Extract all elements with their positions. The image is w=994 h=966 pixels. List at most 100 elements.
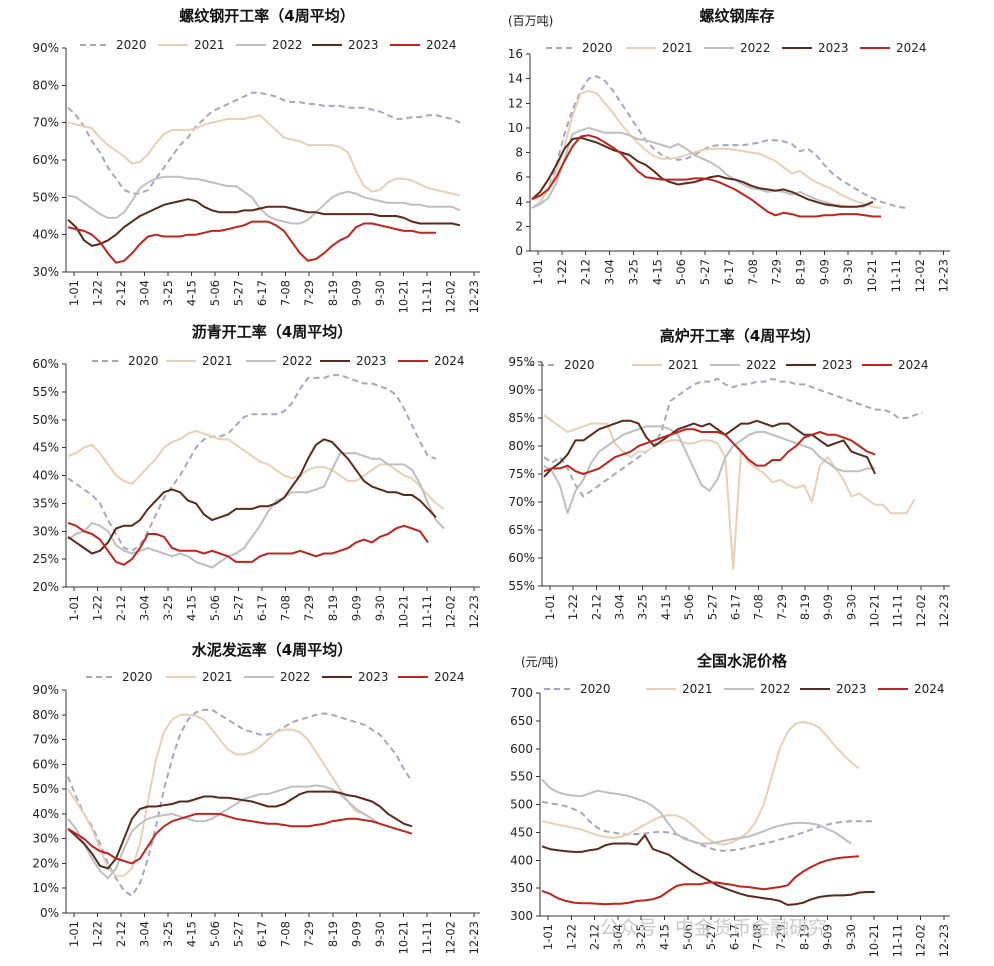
y-tick-label: 70% — [508, 495, 535, 509]
series-line-2020 — [67, 708, 413, 897]
x-tick-label: 1-01 — [543, 594, 557, 620]
legend-label-2022: 2022 — [760, 682, 791, 696]
y-tick-label: 50% — [32, 190, 59, 204]
y-tick-label: 70% — [32, 116, 59, 130]
rebar-utilization-chart: 螺纹钢开工率（4周平均） 2020 2021 2022 2023 2024 30% 40%… — [32, 7, 481, 313]
x-tick-label: 10-21 — [396, 921, 410, 954]
x-tick-label: 7-29 — [302, 280, 316, 306]
x-tick-label: 5-06 — [208, 280, 222, 306]
series-line-2021 — [541, 721, 860, 846]
x-tick-label: 4-15 — [185, 921, 199, 947]
series-line-2024 — [67, 812, 413, 865]
y-tick-label: 30% — [32, 832, 59, 846]
x-tick-label: 1-01 — [67, 280, 81, 306]
x-tick-label: 9-09 — [821, 924, 835, 950]
series-line-2023 — [543, 419, 877, 478]
legend-label-2023: 2023 — [348, 38, 379, 52]
x-tick-label: 6-17 — [722, 259, 736, 285]
cement-shipment-chart: 水泥发运率（4周平均） 2020 2021 2022 2023 2024 0% 10% 20… — [32, 641, 481, 954]
series-line-2021 — [67, 429, 445, 510]
y-tick-label: 20% — [32, 856, 59, 870]
x-tick-label: 3-04 — [613, 594, 627, 620]
y-tick-label: 400 — [510, 853, 533, 867]
legend-label-2020: 2020 — [582, 41, 613, 55]
series-line-2020 — [541, 800, 875, 852]
x-tick-label: 3-25 — [634, 924, 648, 950]
y-tick-label: 20% — [32, 580, 59, 594]
y-tick-label: 25% — [32, 552, 59, 566]
legend-label-2020: 2020 — [580, 682, 611, 696]
series-line-2023 — [541, 834, 875, 906]
x-tick-label: 8-19 — [326, 595, 340, 621]
x-tick-label: 4-15 — [185, 595, 199, 621]
chart-legend: 2020 2021 2022 2023 2024 — [546, 41, 927, 55]
series-line-2022 — [531, 126, 865, 209]
x-tick-label: 6-17 — [255, 280, 269, 306]
asphalt-utilization-chart: 沥青开工率（4周平均） 2020 2021 2022 2023 2024 20% 25% 3… — [32, 323, 481, 628]
series-line-2024 — [543, 428, 876, 475]
y-tick-label: 60% — [32, 757, 59, 771]
legend-label-2022: 2022 — [280, 670, 311, 684]
y-tick-label: 60% — [32, 357, 59, 371]
legend-label-2023: 2023 — [356, 354, 387, 368]
x-tick-label: 9-09 — [349, 921, 363, 947]
x-tick-label: 10-21 — [867, 924, 881, 957]
y-tick-label: 16 — [508, 47, 523, 61]
y-tick-label: 2 — [515, 219, 523, 233]
y-tick-label: 40% — [32, 469, 59, 483]
series-line-2023 — [531, 136, 874, 208]
x-tick-label: 3-25 — [636, 594, 650, 620]
legend-label-2023: 2023 — [836, 682, 867, 696]
x-tick-label: 9-09 — [349, 280, 363, 306]
x-tick-label: 10-21 — [868, 594, 882, 627]
series-line-2020 — [67, 91, 461, 195]
x-tick-label: 5-27 — [232, 280, 246, 306]
x-tick-label: 5-06 — [208, 595, 222, 621]
chart-legend: 2020 2021 2022 2023 2024 — [544, 682, 945, 696]
x-tick-label: 12-23 — [937, 594, 951, 627]
x-tick-label: 2-12 — [589, 594, 603, 620]
legend-label-2021: 2021 — [682, 682, 713, 696]
legend-label-2024: 2024 — [914, 682, 945, 696]
x-tick-label: 2-12 — [579, 259, 593, 285]
y-tick-label: 600 — [510, 742, 533, 756]
x-tick-label: 9-09 — [821, 594, 835, 620]
chart-title: 全国水泥价格 — [696, 652, 788, 670]
x-tick-label: 9-30 — [373, 595, 387, 621]
unit-label: (元/吨) — [521, 655, 558, 669]
legend-label-2024: 2024 — [434, 670, 465, 684]
y-tick-label: 60% — [508, 551, 535, 565]
x-tick-label: 9-30 — [373, 921, 387, 947]
x-tick-label: 4-15 — [657, 924, 671, 950]
series-line-2020 — [543, 377, 923, 498]
y-tick-label: 10% — [32, 881, 59, 895]
y-tick-label: 650 — [510, 714, 533, 728]
x-tick-label: 1-22 — [555, 259, 569, 285]
y-tick-label: 6 — [515, 170, 523, 184]
x-tick-label: 9-30 — [844, 594, 858, 620]
x-tick-label: 7-29 — [774, 924, 788, 950]
x-tick-label: 12-23 — [937, 259, 951, 292]
series-line-2021 — [543, 414, 916, 571]
x-tick-label: 8-19 — [794, 259, 808, 285]
series-line-2022 — [67, 452, 445, 569]
y-tick-label: 95% — [508, 355, 535, 369]
x-tick-label: 3-04 — [138, 595, 152, 621]
legend-label-2020: 2020 — [116, 38, 147, 52]
legend-label-2022: 2022 — [746, 358, 777, 372]
x-tick-label: 3-25 — [161, 595, 175, 621]
x-tick-label: 4-15 — [650, 259, 664, 285]
x-tick-label: 12-02 — [443, 280, 457, 313]
x-tick-label: 2-12 — [588, 924, 602, 950]
x-tick-label: 8-19 — [326, 921, 340, 947]
cement-price-chart: 全国水泥价格 (元/吨) 2020 2021 2022 2023 2024 300 350… — [510, 652, 951, 957]
y-tick-label: 90% — [32, 683, 59, 697]
x-tick-label: 12-02 — [443, 921, 457, 954]
x-tick-label: 6-17 — [728, 594, 742, 620]
y-tick-label: 300 — [510, 909, 533, 923]
series-line-2022 — [67, 784, 381, 880]
watermark-text: 公众号 · 中金货币金融研究 — [600, 917, 827, 939]
x-tick-label: 2-12 — [114, 921, 128, 947]
x-tick-label: 9-09 — [817, 259, 831, 285]
x-tick-label: 9-09 — [349, 595, 363, 621]
